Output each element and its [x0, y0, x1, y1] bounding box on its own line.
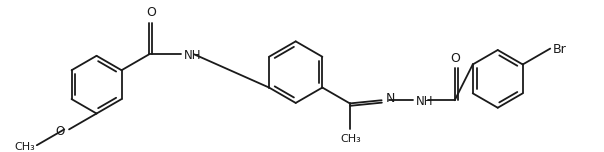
Text: N: N — [385, 92, 395, 105]
Text: O: O — [55, 125, 64, 138]
Text: NH: NH — [184, 49, 201, 62]
Text: Br: Br — [553, 43, 567, 56]
Text: NH: NH — [416, 95, 434, 108]
Text: CH₃: CH₃ — [14, 142, 35, 152]
Text: O: O — [146, 6, 156, 19]
Text: O: O — [451, 52, 461, 65]
Text: CH₃: CH₃ — [341, 134, 361, 144]
